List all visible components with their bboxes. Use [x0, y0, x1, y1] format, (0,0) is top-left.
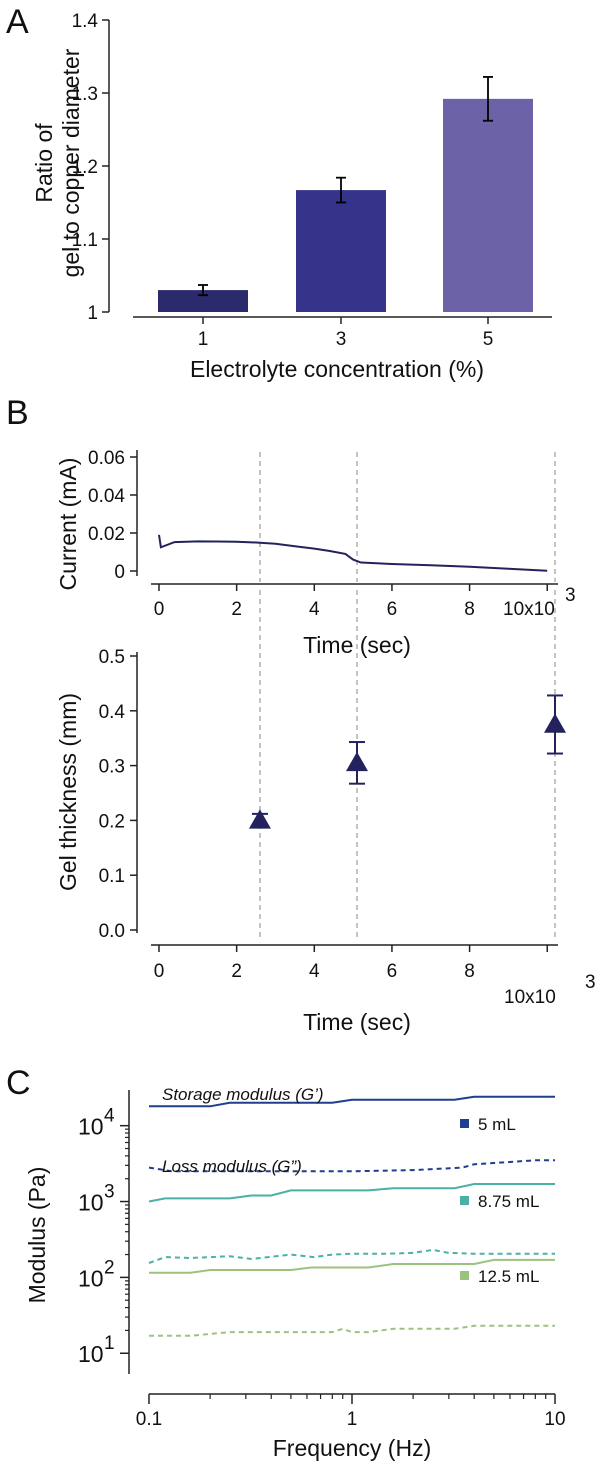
b2-x-tick-label: 2: [231, 961, 242, 982]
a-bar-1: [158, 290, 248, 312]
b2-y-tick-label: 0.4: [99, 702, 126, 723]
a-y-tick-label: 1.1: [72, 230, 98, 251]
b2-x-tick-label: 4: [309, 961, 320, 982]
b1-x-exponent: 3: [565, 585, 576, 606]
c-y-tick-exponent: 2: [104, 1257, 115, 1278]
c-legend-label: 5 mL: [478, 1115, 516, 1134]
a-x-tick-label: 1: [198, 329, 209, 350]
b2-triangle-marker: [248, 809, 271, 829]
panel-b-thickness-y-axis-title: Gel thickness (mm): [55, 693, 81, 891]
b1-x-tick-label: 4: [309, 599, 320, 620]
a-x-tick-label: 5: [483, 329, 494, 350]
panel-b-thickness-chart: 0.0 0.1 0.2 0.3 0.4 0.5 0 2 4 6 8 10x10 3 Time (sec)…: [55, 590, 596, 1035]
a-y-tick-label: 1.4: [72, 11, 99, 32]
panel-b-thickness-x-axis-title: Time (sec): [303, 1009, 411, 1035]
b2-y-tick-label: 0.3: [99, 757, 125, 778]
b2-y-tick-label: 0.0: [99, 921, 125, 942]
panel-a-x-axis-title: Electrolyte concentration (%): [190, 356, 484, 382]
b2-y-tick-label: 0.1: [99, 866, 125, 887]
b1-x-tick-label: 0: [154, 599, 165, 620]
c-series-line: [148, 1183, 555, 1203]
b2-triangle-marker: [346, 751, 368, 772]
c-y-tick-label: 10: [78, 1114, 104, 1140]
panel-c-y-axis-title: Modulus (Pa): [24, 1167, 50, 1304]
c-y-tick-label: 10: [78, 1341, 104, 1367]
loss-modulus-annotation: Loss modulus (G”): [162, 1157, 302, 1176]
a-bar-3: [296, 190, 386, 312]
c-legend-swatch: [460, 1196, 469, 1205]
panel-a-y-axis-title-line-1: Ratio of: [31, 123, 57, 203]
b2-triangle-marker: [544, 713, 566, 733]
b2-x-tick-label: 10x10: [504, 987, 556, 1008]
b2-x-tick-label: 8: [464, 961, 475, 982]
c-series-line: [148, 1248, 555, 1264]
b1-y-tick-label: 0.06: [88, 448, 125, 469]
b2-x-tick-label: 0: [154, 961, 165, 982]
c-y-tick-exponent: 3: [104, 1182, 115, 1203]
c-y-tick-exponent: 4: [104, 1106, 115, 1127]
c-series-line: [149, 1258, 555, 1274]
panel-b-current-y-axis-title: Current (mA): [55, 458, 81, 591]
b2-y-tick-label: 0.5: [99, 647, 125, 668]
c-legend-swatch: [460, 1119, 469, 1128]
b1-x-tick-label: 10x10: [503, 599, 555, 620]
a-x-tick-label: 3: [336, 329, 347, 350]
a-y-tick-label: 1.2: [72, 157, 98, 178]
b1-x-tick-label: 8: [464, 599, 475, 620]
b1-current-series-line: [158, 534, 548, 572]
b1-x-tick-label: 2: [231, 599, 242, 620]
c-series-line: [149, 1095, 555, 1108]
panel-a-label: A: [6, 3, 29, 41]
b1-x-tick-label: 6: [387, 599, 398, 620]
c-y-tick-label: 10: [78, 1190, 104, 1216]
b2-y-tick-label: 0.2: [99, 811, 125, 832]
panel-a-y-axis-title-line-2: gel to copper diameter: [58, 48, 84, 277]
a-bar-5: [443, 98, 533, 312]
panel-c-label: C: [6, 1064, 31, 1102]
c-legend-label: 8.75 mL: [478, 1192, 539, 1211]
b1-y-tick-label: 0.02: [88, 524, 125, 545]
panel-c-x-axis-title: Frequency (Hz): [273, 1435, 431, 1461]
c-y-tick-label: 10: [78, 1265, 104, 1291]
storage-modulus-annotation: Storage modulus (G’): [162, 1085, 324, 1104]
a-y-tick-label: 1.3: [72, 84, 98, 105]
b2-x-tick-label: 6: [387, 961, 398, 982]
c-x-tick-label: 1: [347, 1409, 358, 1430]
c-legend-label: 12.5 mL: [478, 1267, 539, 1286]
c-y-tick-exponent: 1: [104, 1333, 115, 1354]
b1-y-tick-label: 0.04: [88, 486, 125, 507]
a-y-tick-label: 1: [87, 303, 98, 324]
c-x-tick-label: 0.1: [136, 1409, 162, 1430]
panel-a-bar-chart: 1 1.1 1.2 1.3 1.4 1 3 5 Electrolyte concentrati…: [31, 11, 552, 382]
panel-b-label: B: [6, 394, 29, 432]
c-legend-swatch: [460, 1271, 469, 1280]
b1-y-tick-label: 0: [114, 562, 125, 583]
c-series-line: [149, 1324, 555, 1337]
c-x-tick-label: 10: [544, 1409, 565, 1430]
b2-x-exponent: 3: [585, 972, 596, 993]
